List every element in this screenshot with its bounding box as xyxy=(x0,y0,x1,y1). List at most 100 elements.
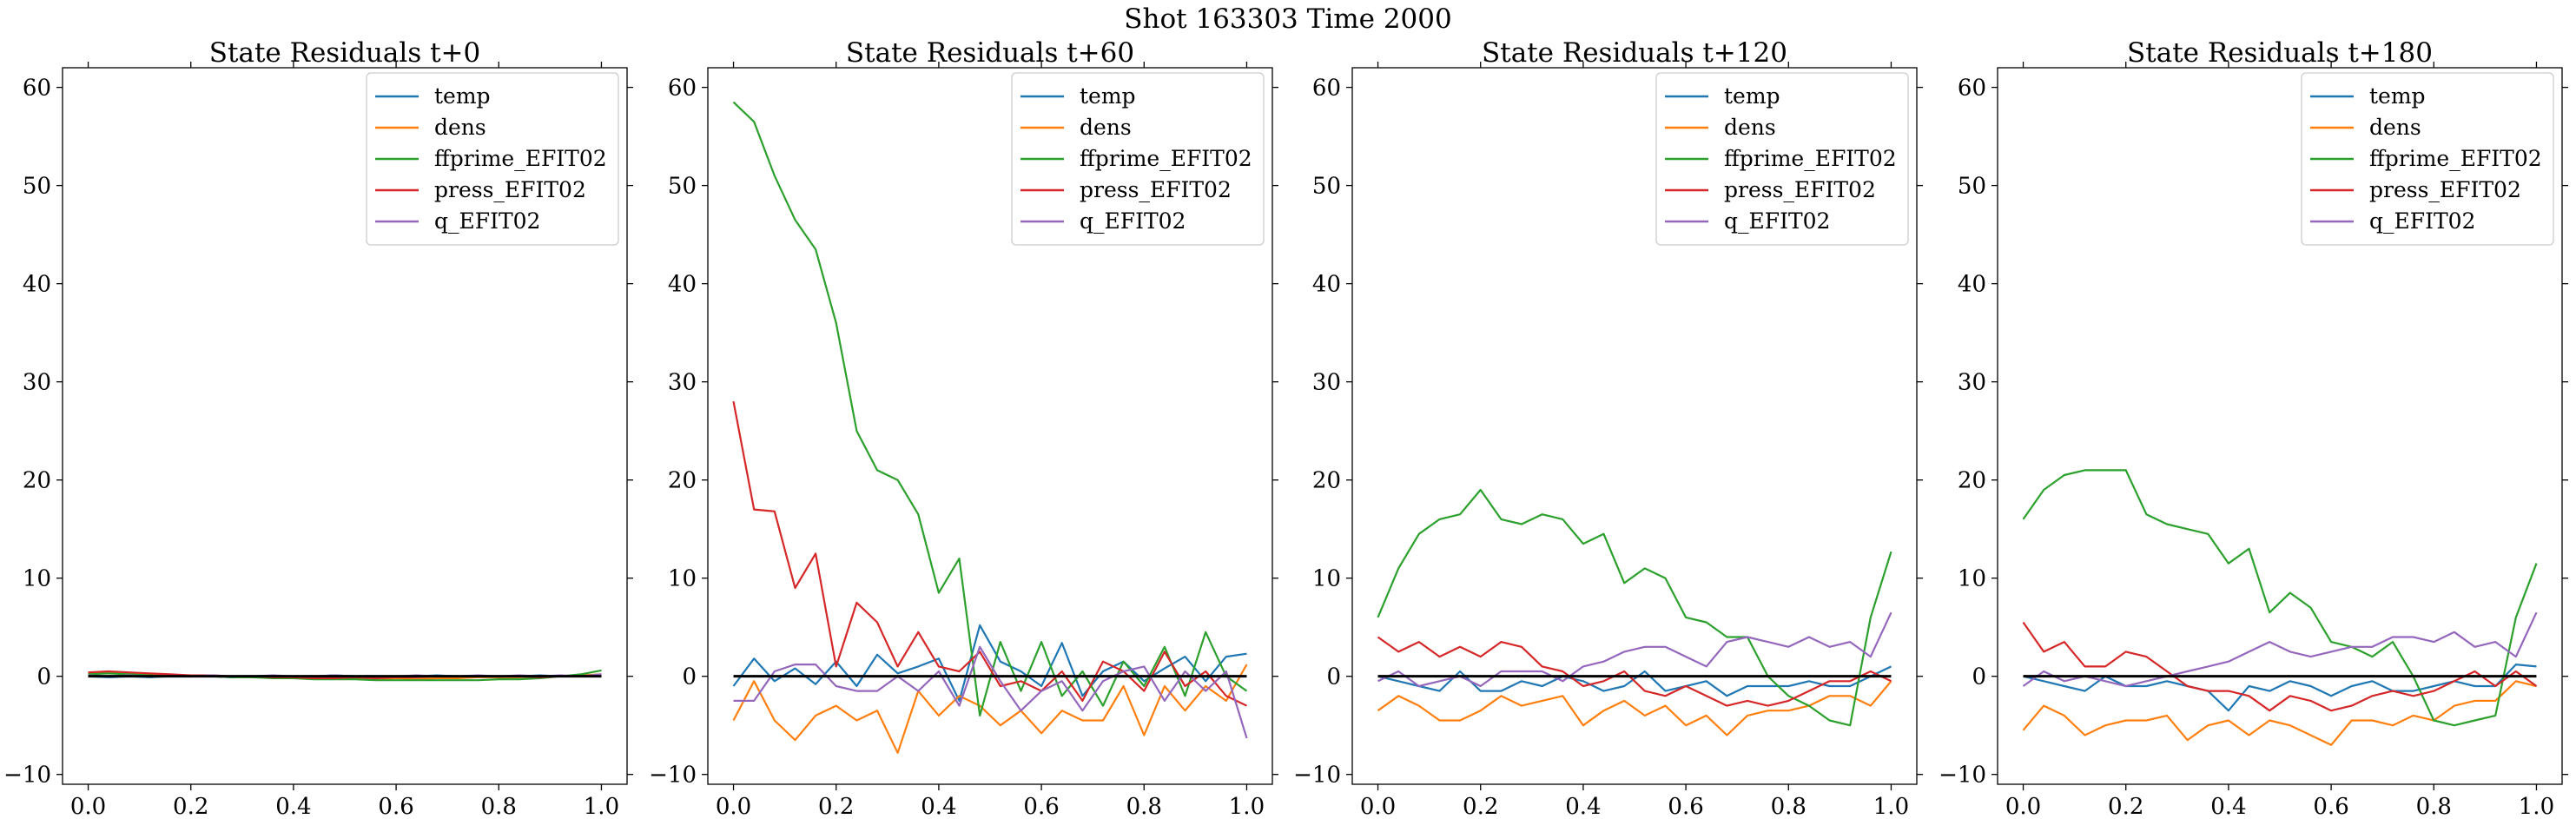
x-tick-label: 0.6 xyxy=(1668,794,1703,819)
y-tick-label: 50 xyxy=(668,174,697,200)
legend-label-dens: dens xyxy=(1080,115,1132,140)
y-tick-label: 40 xyxy=(1958,272,1986,298)
y-tick-label: 50 xyxy=(23,174,51,200)
legend-label-press_EFIT02: press_EFIT02 xyxy=(1724,177,1876,202)
series-line-press_EFIT02 xyxy=(732,400,1247,707)
x-tick-label: 0.6 xyxy=(1023,794,1059,819)
legend-label-ffprime_EFIT02: ffprime_EFIT02 xyxy=(1080,146,1252,171)
y-tick-label: 30 xyxy=(23,370,51,396)
legend-box xyxy=(1655,72,1909,246)
y-tick-label: 30 xyxy=(668,370,697,396)
legend-label-press_EFIT02: press_EFIT02 xyxy=(434,177,586,202)
series-line-press_EFIT02 xyxy=(2022,621,2538,712)
legend-label-press_EFIT02: press_EFIT02 xyxy=(2369,177,2521,202)
x-tick-label: 0.0 xyxy=(70,794,106,819)
x-tick-label: 0.4 xyxy=(2210,794,2246,819)
chart-panel-2: State Residuals t+120 0.0 0.2 0.4 0.6 0.8 1.0 −… xyxy=(1293,37,1923,819)
legend-label-temp: temp xyxy=(1080,83,1136,109)
y-tick-label: 50 xyxy=(1958,174,1986,200)
figure-suptitle: Shot 163303 Time 2000 xyxy=(1124,3,1451,35)
legend-box xyxy=(2301,72,2554,246)
y-tick-label: −10 xyxy=(1293,763,1341,789)
x-tick-label: 0.0 xyxy=(716,794,751,819)
legend-label-dens: dens xyxy=(1724,115,1776,140)
series-line-q_EFIT02 xyxy=(733,645,1248,739)
y-tick-label: 0 xyxy=(1972,664,1986,690)
y-tick-label: 30 xyxy=(1312,370,1341,396)
y-tick-label: 60 xyxy=(668,76,697,102)
y-tick-label: 60 xyxy=(1312,76,1341,102)
legend-label-q_EFIT02: q_EFIT02 xyxy=(2369,208,2475,234)
series-line-dens xyxy=(1377,680,1892,736)
legend-box xyxy=(366,72,619,246)
legend-label-temp: temp xyxy=(1724,83,1780,109)
panel-title: State Residuals t+60 xyxy=(846,37,1134,69)
y-tick-label: −10 xyxy=(649,763,697,789)
panels-group: State Residuals t+0 0.0 0.2 0.4 0.6 0.8 1.0 −10… xyxy=(3,37,2568,819)
x-tick-label: 0.8 xyxy=(1771,794,1807,819)
y-tick-label: 0 xyxy=(682,664,697,690)
x-tick-label: 1.0 xyxy=(1229,794,1265,819)
y-tick-label: 10 xyxy=(1312,566,1341,592)
y-tick-label: 10 xyxy=(1958,566,1986,592)
series-line-press_EFIT02 xyxy=(1377,636,1892,707)
panel-title: State Residuals t+0 xyxy=(209,37,480,69)
chart-panel-0: State Residuals t+0 0.0 0.2 0.4 0.6 0.8 1.0 −10… xyxy=(3,37,633,819)
series-line-q_EFIT02 xyxy=(1377,611,1892,688)
x-tick-label: 0.8 xyxy=(2416,794,2452,819)
x-tick-label: 0.4 xyxy=(275,794,311,819)
y-tick-label: 10 xyxy=(23,566,51,592)
x-tick-label: 0.2 xyxy=(173,794,208,819)
legend-box xyxy=(1011,72,1265,246)
panel-title: State Residuals t+120 xyxy=(1482,37,1787,69)
y-tick-label: 0 xyxy=(1326,664,1341,690)
series-line-q_EFIT02 xyxy=(2022,611,2538,688)
series-line-ffprime_EFIT02 xyxy=(2022,469,2538,727)
x-tick-label: 0.4 xyxy=(921,794,956,819)
y-tick-label: −10 xyxy=(3,763,51,789)
y-tick-label: 60 xyxy=(23,76,51,102)
chart-panel-1: State Residuals t+60 0.0 0.2 0.4 0.6 0.8 1.0 −1… xyxy=(649,37,1278,819)
legend-label-q_EFIT02: q_EFIT02 xyxy=(1724,208,1830,234)
y-tick-label: 0 xyxy=(36,664,51,690)
y-tick-label: 20 xyxy=(668,468,697,494)
legend-label-ffprime_EFIT02: ffprime_EFIT02 xyxy=(2369,146,2542,171)
legend-label-press_EFIT02: press_EFIT02 xyxy=(1080,177,1232,202)
x-tick-label: 1.0 xyxy=(2519,794,2554,819)
panel-title: State Residuals t+180 xyxy=(2127,37,2433,69)
y-tick-label: 30 xyxy=(1958,370,1986,396)
x-tick-label: 0.2 xyxy=(818,794,854,819)
series-line-ffprime_EFIT02 xyxy=(1377,488,1892,727)
legend-label-dens: dens xyxy=(2369,115,2421,140)
x-tick-label: 0.0 xyxy=(1360,794,1396,819)
y-tick-label: 40 xyxy=(23,272,51,298)
legend-label-temp: temp xyxy=(434,83,491,109)
x-tick-label: 0.8 xyxy=(1126,794,1162,819)
y-tick-label: 20 xyxy=(1958,468,1986,494)
x-tick-label: 0.2 xyxy=(2108,794,2143,819)
x-tick-label: 0.6 xyxy=(378,794,413,819)
y-tick-label: 60 xyxy=(1958,76,1986,102)
legend-label-dens: dens xyxy=(434,115,486,140)
legend-label-q_EFIT02: q_EFIT02 xyxy=(434,208,540,234)
legend-label-ffprime_EFIT02: ffprime_EFIT02 xyxy=(434,146,607,171)
y-tick-label: 20 xyxy=(1312,468,1341,494)
x-tick-label: 1.0 xyxy=(584,794,619,819)
y-tick-label: 10 xyxy=(668,566,697,592)
y-tick-label: 20 xyxy=(23,468,51,494)
chart-panel-3: State Residuals t+180 0.0 0.2 0.4 0.6 0.8 1.0 −… xyxy=(1939,37,2568,819)
legend-label-ffprime_EFIT02: ffprime_EFIT02 xyxy=(1724,146,1897,171)
x-tick-label: 1.0 xyxy=(1873,794,1909,819)
x-tick-label: 0.4 xyxy=(1565,794,1601,819)
y-tick-label: 40 xyxy=(1312,272,1341,298)
x-tick-label: 0.0 xyxy=(2005,794,2041,819)
y-tick-label: 50 xyxy=(1312,174,1341,200)
series-line-dens xyxy=(2022,680,2537,746)
y-tick-label: 40 xyxy=(668,272,697,298)
x-tick-label: 0.8 xyxy=(481,794,517,819)
y-tick-label: −10 xyxy=(1939,763,1986,789)
x-tick-label: 0.6 xyxy=(2313,794,2348,819)
x-tick-label: 0.2 xyxy=(1463,794,1498,819)
legend-label-temp: temp xyxy=(2369,83,2426,109)
